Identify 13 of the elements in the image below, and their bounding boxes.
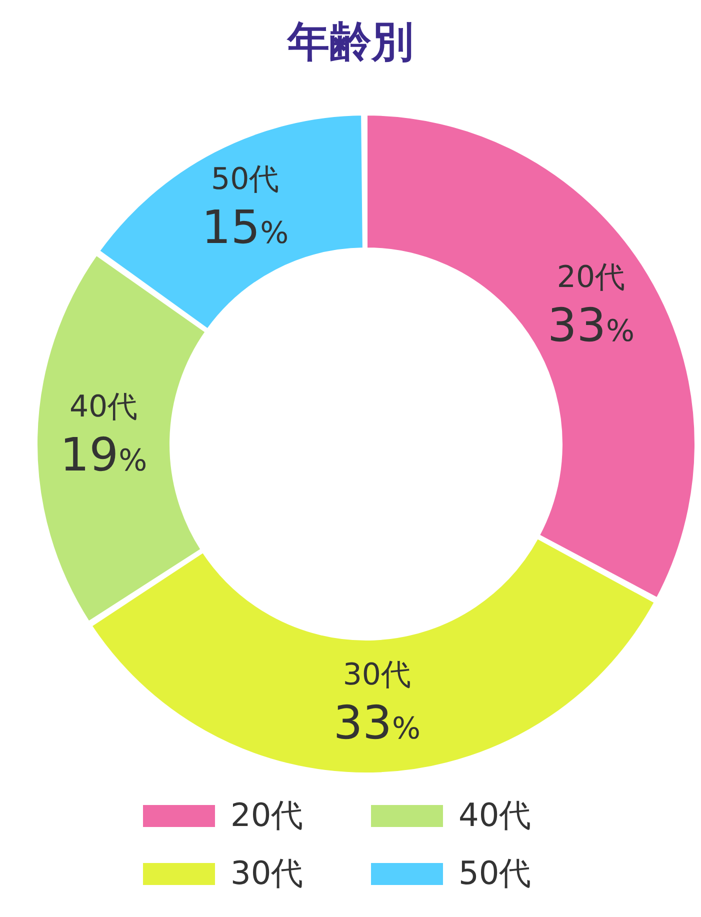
slice-label: 30代 [342,657,412,692]
chart-title: 年齢別 [286,16,414,68]
legend-label: 30代 [230,853,304,894]
slice-label: 50代 [211,162,280,197]
data-label: 19% [60,428,148,482]
legend-label: 40代 [458,795,532,836]
slice-label: 40代 [69,390,138,425]
data-label: 33% [333,695,420,750]
legend-label: 20代 [230,795,304,836]
data-label: 33% [547,298,635,352]
data-label: 15% [202,200,289,254]
legend-label: 50代 [458,853,532,894]
slice-label: 20代 [556,260,626,295]
